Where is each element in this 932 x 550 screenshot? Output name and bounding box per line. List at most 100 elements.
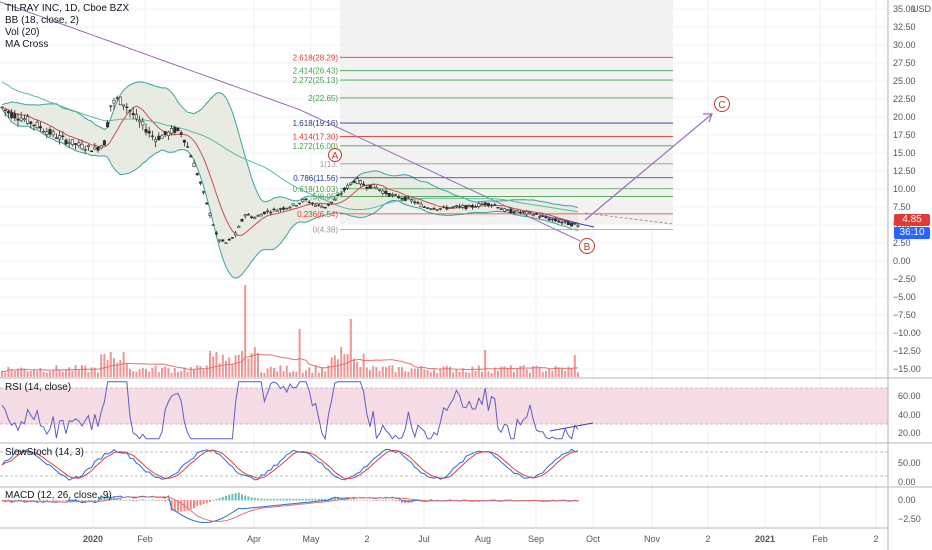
candle-body [477, 203, 481, 207]
candle-body [138, 119, 142, 123]
candle-body [474, 206, 478, 208]
price-tick-label: 7.50 [893, 202, 911, 212]
price-tick-label: −10.00 [893, 328, 921, 338]
candle-body [275, 210, 279, 212]
wave-arrow-head [703, 113, 713, 123]
macd-histogram-bar [317, 498, 320, 501]
volume-bar [570, 367, 573, 377]
macd-histogram-bar [445, 499, 448, 501]
volume-bar [49, 371, 51, 377]
ma-mid-line [1, 81, 579, 213]
candle-body [99, 145, 103, 149]
candle-body [352, 180, 356, 183]
candle-body [339, 193, 343, 195]
candle-body [13, 113, 17, 119]
macd-histogram [1, 492, 579, 512]
candle-body [134, 114, 138, 120]
volume-bar [231, 364, 234, 377]
candle-body [518, 211, 522, 214]
candle-body [102, 140, 106, 146]
volume-bar [135, 371, 138, 377]
volume-bar [289, 372, 291, 377]
volume-bar [119, 360, 122, 377]
macd-histogram-bar [45, 499, 48, 501]
volume-bar [420, 365, 423, 377]
candle-body [154, 139, 158, 142]
svg-text:B: B [584, 242, 591, 253]
volume-bar [353, 358, 355, 377]
macd-histogram-bar [77, 499, 80, 501]
time-tick-label: Aug [475, 534, 491, 544]
volume-bar [71, 370, 74, 377]
volume-bar [93, 367, 96, 377]
macd-histogram-bar [42, 500, 45, 502]
macd-histogram-bar [151, 499, 154, 501]
volume-bar [90, 367, 93, 377]
vol-indicator-label[interactable]: Vol (20) [5, 27, 40, 38]
macd-histogram-bar [362, 499, 365, 501]
candle-body [483, 202, 487, 205]
countdown-badge: 36:10 [894, 227, 930, 239]
volume-bar [429, 372, 432, 377]
volume-bar [148, 371, 151, 377]
macd-histogram-bar [337, 497, 339, 501]
volume-bar [42, 371, 45, 377]
symbol-title[interactable]: TILRAY INC, 1D, Cboe BZX [5, 3, 130, 14]
candle-body [314, 204, 318, 207]
volume-bar [417, 368, 419, 377]
fib-level-label: 0.236(6.54) [297, 210, 338, 219]
candle-body [480, 203, 484, 206]
candle-body [461, 205, 465, 208]
ma-indicator-label[interactable]: MA Cross [5, 39, 49, 50]
candle-body [445, 207, 449, 210]
volume-bar [141, 367, 144, 377]
volume-bar [500, 366, 503, 377]
volume-bar [183, 367, 186, 377]
volume-bar [116, 362, 119, 377]
candle-body [349, 182, 353, 185]
candle-body [230, 237, 234, 239]
macd-histogram-bar [311, 498, 314, 501]
candle-body [141, 121, 145, 126]
macd-label[interactable]: MACD (12, 26, close, 9) [5, 490, 112, 501]
candle-body [64, 139, 68, 145]
time-tick-label: Feb [137, 534, 153, 544]
candle-body [506, 209, 510, 211]
volume-bar [221, 354, 224, 377]
candle-body [512, 211, 516, 214]
time-axis[interactable]: 2020 Feb Apr May 2 Jul Aug Sep Oct Nov 2 2021 Feb 2 [83, 534, 879, 544]
rsi-band [0, 388, 888, 424]
volume-bar [215, 352, 218, 377]
candle-body [538, 216, 542, 218]
rsi-tick-label: 40.00 [898, 410, 921, 420]
volume-bar [138, 369, 141, 377]
candle-body [202, 191, 206, 193]
macd-histogram-bar [145, 499, 147, 501]
bb-indicator-label[interactable]: BB (18, close, 2) [5, 15, 79, 26]
candle-body [294, 205, 298, 207]
macd-tick-label: −2.50 [898, 514, 921, 524]
volume-bar [343, 354, 346, 377]
volume-bar [295, 371, 298, 377]
candle-body [157, 135, 161, 141]
macd-histogram-bar [132, 500, 135, 502]
macd-histogram-bar [1, 500, 3, 501]
candle-body [58, 135, 62, 140]
candle-body [3, 109, 7, 111]
price-axis[interactable]: 35.00 32.50 30.00 27.50 25.00 22.50 20.00 17.50… [893, 4, 921, 524]
macd-histogram-bar [237, 492, 240, 501]
volume-bar [477, 365, 480, 377]
volume-bar [452, 372, 455, 377]
macd-histogram-bar [401, 500, 403, 503]
candle-body [454, 205, 458, 207]
candle-body [448, 207, 452, 209]
candle-body [394, 194, 398, 196]
volume-bar [349, 319, 352, 377]
candle-body [563, 221, 567, 223]
stoch-label[interactable]: SlowStoch (14, 3) [5, 447, 84, 458]
macd-histogram-bar [343, 499, 346, 501]
rsi-label[interactable]: RSI (14, close) [5, 382, 72, 393]
volume-bar [298, 329, 301, 377]
volume-bar [337, 359, 339, 377]
